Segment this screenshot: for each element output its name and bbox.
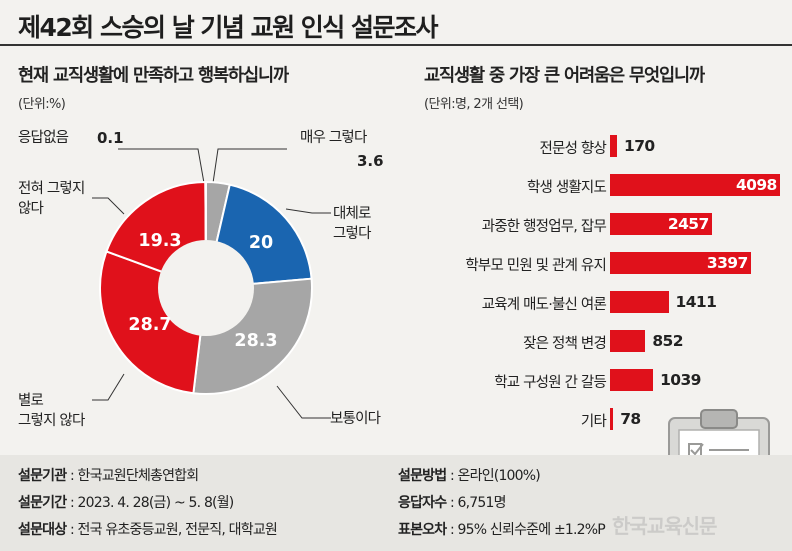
- pie-leader-line: [276, 385, 331, 419]
- bar-category-label: 학생 생활지도: [526, 180, 607, 196]
- pie-hole: [158, 240, 254, 336]
- bar-category-label: 잦은 정책 변경: [523, 336, 607, 352]
- footer-target: 설문대상 : 전국 유초중등교원, 전문직, 대학교원: [18, 522, 278, 538]
- pie-leader-line: [92, 373, 125, 401]
- bar: [610, 174, 780, 196]
- bar: [610, 213, 712, 235]
- footer-error: 표본오차 : 95% 신뢰수준에 ±1.2%P: [398, 522, 606, 538]
- pie-leader-line: [92, 197, 125, 215]
- bar: [610, 408, 614, 430]
- pie-chart-unit: (단위:%): [18, 97, 66, 112]
- pie-leader-lines: [92, 148, 331, 419]
- label-not-really-2: 그렇지 않다: [18, 413, 85, 429]
- bar: [610, 252, 751, 274]
- bar: [610, 291, 669, 313]
- footer-period: 설문기간 : 2023. 4. 28(금) ~ 5. 8(월): [18, 495, 234, 511]
- slice-value-not-at-all: 19.3: [138, 231, 181, 251]
- label-not-really-1: 별로: [18, 393, 44, 409]
- bar-value-label: 4098: [736, 176, 777, 194]
- pie-chart-title: 현재 교직생활에 만족하고 행복하십니까: [18, 66, 289, 86]
- bar-value-label: 78: [620, 410, 641, 428]
- bar-value-label: 2457: [667, 215, 709, 233]
- bar: [610, 369, 654, 391]
- bar-category-label: 과중한 행정업무, 잡무: [481, 219, 607, 235]
- title-rule: [0, 44, 792, 46]
- label-not-at-all-2: 않다: [18, 201, 44, 217]
- bar-category-label: 교육계 매도·불신 여론: [481, 297, 607, 313]
- footer-org: 설문기관 : 한국교원단체총연합회: [18, 468, 199, 484]
- bar-value-label: 3397: [706, 254, 748, 272]
- label-mostly-yes-1: 대체로: [333, 206, 371, 222]
- bar: [610, 135, 618, 157]
- watermark: 한국교육신문: [612, 514, 717, 538]
- bar-category-label: 전문성 향상: [539, 141, 606, 157]
- bar-value-label: 170: [624, 137, 655, 155]
- bar-chart-unit: (단위:명, 2개 선택): [424, 97, 524, 112]
- bar-category-label: 기타: [580, 414, 607, 430]
- bar: [610, 330, 646, 352]
- bar-value-label: 852: [652, 332, 683, 350]
- footer-panel: [0, 455, 792, 551]
- pie-leader-line: [285, 208, 331, 214]
- bar-category-label: 학교 구성원 간 갈등: [494, 375, 607, 391]
- bar-category-label: 학부모 민원 및 관계 유지: [465, 258, 606, 274]
- bar-value-label: 1411: [675, 293, 717, 311]
- bar-value-label: 1039: [660, 371, 701, 389]
- label-very-yes: 매우 그렇다: [300, 130, 367, 146]
- label-normal: 보통이다: [330, 411, 381, 427]
- bar-chart-title: 교직생활 중 가장 큰 어려움은 무엇입니까: [424, 66, 705, 86]
- slice-value-normal: 28.3: [234, 331, 277, 351]
- pie-leader-line: [212, 148, 287, 184]
- slice-value-mostly-yes: 20: [249, 233, 273, 253]
- label-mostly-yes-2: 그렇다: [333, 226, 371, 242]
- label-not-at-all-1: 전혀 그렇지: [18, 181, 85, 197]
- label-no-answer: 응답없음: [18, 130, 69, 146]
- pie-leader-line: [118, 148, 205, 184]
- page-title: 제42회 스승의 날 기념 교원 인식 설문조사: [18, 13, 439, 42]
- footer-respondents: 응답자수 : 6,751명: [398, 495, 507, 511]
- value-no-answer: 0.1: [97, 129, 124, 147]
- slice-value-not-really: 28.7: [128, 315, 171, 335]
- value-very-yes: 3.6: [357, 152, 384, 170]
- footer-method: 설문방법 : 온라인(100%): [398, 468, 541, 484]
